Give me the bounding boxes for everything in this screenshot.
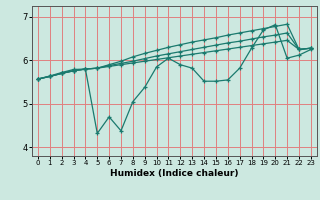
X-axis label: Humidex (Indice chaleur): Humidex (Indice chaleur) [110,169,239,178]
